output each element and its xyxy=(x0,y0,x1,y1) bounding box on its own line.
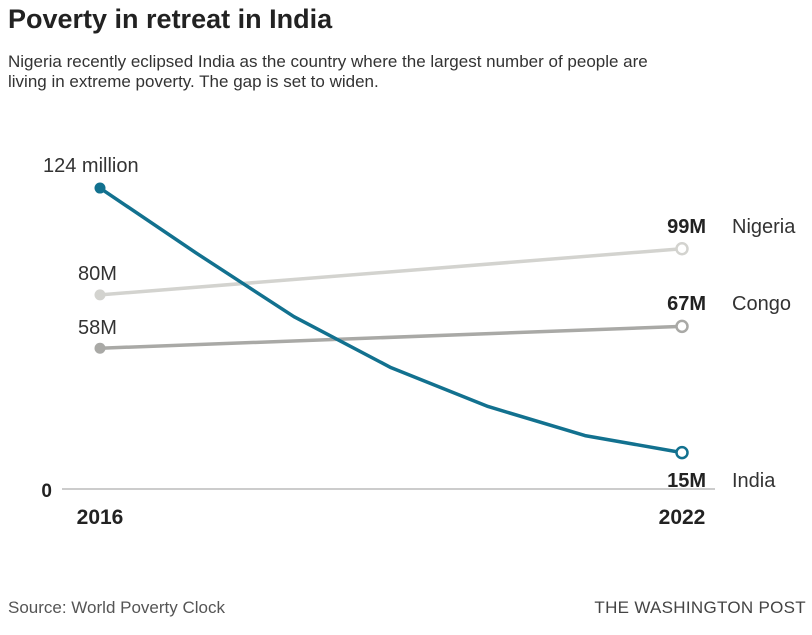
india-end-label: 15M xyxy=(667,470,706,492)
nigeria-start-point xyxy=(94,289,106,301)
nigeria-start-label: 80M xyxy=(78,263,117,285)
source-note: Source: World Poverty Clock xyxy=(8,598,225,617)
india-end-point xyxy=(675,445,689,460)
chart-title: Poverty in retreat in India xyxy=(8,4,333,34)
x-tick-label: 2022 xyxy=(659,506,706,529)
nigeria-end-point xyxy=(675,241,689,256)
india-start-label: 124 million xyxy=(43,155,139,177)
congo-end-label: 67M xyxy=(667,293,706,315)
congo-start-point xyxy=(94,342,106,354)
nigeria-series-name: Nigeria xyxy=(732,216,796,238)
india-line xyxy=(99,186,683,455)
india-series-name: India xyxy=(732,470,776,492)
india-start-point xyxy=(94,182,106,194)
nigeria-end-label: 99M xyxy=(667,216,706,238)
congo-end-point xyxy=(675,319,689,334)
congo-start-label: 58M xyxy=(78,317,117,339)
x-tick-label: 2016 xyxy=(77,506,124,529)
y-tick-label: 0 xyxy=(41,481,52,502)
nigeria-line xyxy=(99,246,683,297)
congo-line xyxy=(99,324,683,350)
publisher-logo: THE WASHINGTON POST xyxy=(594,598,806,617)
chart-subtitle: Nigeria recently eclipsed India as the c… xyxy=(8,52,648,91)
congo-series-name: Congo xyxy=(732,293,791,315)
